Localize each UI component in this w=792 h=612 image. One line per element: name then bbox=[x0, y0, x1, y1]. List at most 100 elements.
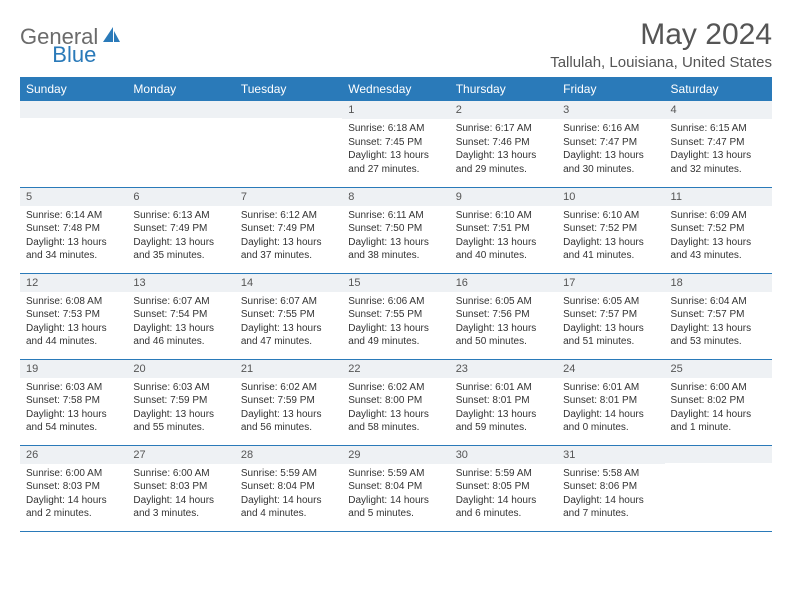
sunrise-text: Sunrise: 6:12 AM bbox=[241, 209, 336, 223]
day-content: Sunrise: 5:59 AMSunset: 8:04 PMDaylight:… bbox=[235, 464, 342, 525]
day-content: Sunrise: 6:14 AMSunset: 7:48 PMDaylight:… bbox=[20, 206, 127, 267]
sunrise-text: Sunrise: 6:03 AM bbox=[133, 381, 228, 395]
day-cell: 8Sunrise: 6:11 AMSunset: 7:50 PMDaylight… bbox=[342, 187, 449, 273]
day-content: Sunrise: 6:11 AMSunset: 7:50 PMDaylight:… bbox=[342, 206, 449, 267]
day-content: Sunrise: 6:16 AMSunset: 7:47 PMDaylight:… bbox=[557, 119, 664, 180]
day-content: Sunrise: 6:01 AMSunset: 8:01 PMDaylight:… bbox=[557, 378, 664, 439]
week-row: 12Sunrise: 6:08 AMSunset: 7:53 PMDayligh… bbox=[20, 273, 772, 359]
dayhead-tuesday: Tuesday bbox=[235, 77, 342, 101]
logo-text-2: Blue bbox=[52, 42, 96, 68]
day-number: 2 bbox=[450, 101, 557, 119]
day-number: 14 bbox=[235, 274, 342, 292]
sunset-text: Sunset: 8:04 PM bbox=[348, 480, 443, 494]
day-cell: 21Sunrise: 6:02 AMSunset: 7:59 PMDayligh… bbox=[235, 359, 342, 445]
sunrise-text: Sunrise: 6:15 AM bbox=[671, 122, 766, 136]
day-number: 15 bbox=[342, 274, 449, 292]
day-cell: 15Sunrise: 6:06 AMSunset: 7:55 PMDayligh… bbox=[342, 273, 449, 359]
daylight-text: Daylight: 13 hours and 43 minutes. bbox=[671, 236, 766, 263]
daylight-text: Daylight: 13 hours and 54 minutes. bbox=[26, 408, 121, 435]
sunset-text: Sunset: 7:48 PM bbox=[26, 222, 121, 236]
daylight-text: Daylight: 14 hours and 0 minutes. bbox=[563, 408, 658, 435]
sunset-text: Sunset: 8:01 PM bbox=[456, 394, 551, 408]
daylight-text: Daylight: 13 hours and 49 minutes. bbox=[348, 322, 443, 349]
sunset-text: Sunset: 7:49 PM bbox=[133, 222, 228, 236]
day-cell: 28Sunrise: 5:59 AMSunset: 8:04 PMDayligh… bbox=[235, 445, 342, 531]
daylight-text: Daylight: 13 hours and 50 minutes. bbox=[456, 322, 551, 349]
day-cell: 16Sunrise: 6:05 AMSunset: 7:56 PMDayligh… bbox=[450, 273, 557, 359]
day-cell: 13Sunrise: 6:07 AMSunset: 7:54 PMDayligh… bbox=[127, 273, 234, 359]
day-content: Sunrise: 6:15 AMSunset: 7:47 PMDaylight:… bbox=[665, 119, 772, 180]
daylight-text: Daylight: 13 hours and 51 minutes. bbox=[563, 322, 658, 349]
sunrise-text: Sunrise: 5:59 AM bbox=[456, 467, 551, 481]
sunset-text: Sunset: 7:59 PM bbox=[133, 394, 228, 408]
day-content: Sunrise: 6:07 AMSunset: 7:55 PMDaylight:… bbox=[235, 292, 342, 353]
daylight-text: Daylight: 13 hours and 47 minutes. bbox=[241, 322, 336, 349]
day-content: Sunrise: 6:07 AMSunset: 7:54 PMDaylight:… bbox=[127, 292, 234, 353]
sunset-text: Sunset: 7:58 PM bbox=[26, 394, 121, 408]
sail-icon bbox=[102, 26, 122, 49]
calendar-table: SundayMondayTuesdayWednesdayThursdayFrid… bbox=[20, 77, 772, 532]
logo: General Blue bbox=[20, 18, 170, 50]
sunset-text: Sunset: 7:52 PM bbox=[563, 222, 658, 236]
day-number: 7 bbox=[235, 188, 342, 206]
day-number: 8 bbox=[342, 188, 449, 206]
day-content: Sunrise: 6:03 AMSunset: 7:59 PMDaylight:… bbox=[127, 378, 234, 439]
day-cell: 31Sunrise: 5:58 AMSunset: 8:06 PMDayligh… bbox=[557, 445, 664, 531]
sunrise-text: Sunrise: 6:00 AM bbox=[671, 381, 766, 395]
sunset-text: Sunset: 7:57 PM bbox=[563, 308, 658, 322]
day-cell: 5Sunrise: 6:14 AMSunset: 7:48 PMDaylight… bbox=[20, 187, 127, 273]
day-content bbox=[665, 463, 772, 523]
sunset-text: Sunset: 7:47 PM bbox=[671, 136, 766, 150]
sunrise-text: Sunrise: 6:02 AM bbox=[241, 381, 336, 395]
day-number: 20 bbox=[127, 360, 234, 378]
sunrise-text: Sunrise: 6:16 AM bbox=[563, 122, 658, 136]
sunset-text: Sunset: 8:05 PM bbox=[456, 480, 551, 494]
day-content: Sunrise: 6:10 AMSunset: 7:52 PMDaylight:… bbox=[557, 206, 664, 267]
day-number: 21 bbox=[235, 360, 342, 378]
day-number: 24 bbox=[557, 360, 664, 378]
sunrise-text: Sunrise: 6:01 AM bbox=[563, 381, 658, 395]
day-cell: 3Sunrise: 6:16 AMSunset: 7:47 PMDaylight… bbox=[557, 101, 664, 187]
day-cell: 18Sunrise: 6:04 AMSunset: 7:57 PMDayligh… bbox=[665, 273, 772, 359]
day-content: Sunrise: 6:00 AMSunset: 8:02 PMDaylight:… bbox=[665, 378, 772, 439]
sunset-text: Sunset: 8:01 PM bbox=[563, 394, 658, 408]
day-number: 26 bbox=[20, 446, 127, 464]
day-content: Sunrise: 6:02 AMSunset: 8:00 PMDaylight:… bbox=[342, 378, 449, 439]
day-cell: 4Sunrise: 6:15 AMSunset: 7:47 PMDaylight… bbox=[665, 101, 772, 187]
day-cell: 1Sunrise: 6:18 AMSunset: 7:45 PMDaylight… bbox=[342, 101, 449, 187]
sunrise-text: Sunrise: 5:59 AM bbox=[241, 467, 336, 481]
sunset-text: Sunset: 8:04 PM bbox=[241, 480, 336, 494]
day-content: Sunrise: 6:08 AMSunset: 7:53 PMDaylight:… bbox=[20, 292, 127, 353]
daylight-text: Daylight: 13 hours and 38 minutes. bbox=[348, 236, 443, 263]
dayhead-saturday: Saturday bbox=[665, 77, 772, 101]
title-block: May 2024 Tallulah, Louisiana, United Sta… bbox=[550, 18, 772, 71]
day-number: 13 bbox=[127, 274, 234, 292]
sunrise-text: Sunrise: 6:05 AM bbox=[563, 295, 658, 309]
day-cell: 30Sunrise: 5:59 AMSunset: 8:05 PMDayligh… bbox=[450, 445, 557, 531]
day-cell: 24Sunrise: 6:01 AMSunset: 8:01 PMDayligh… bbox=[557, 359, 664, 445]
day-number bbox=[20, 101, 127, 118]
sunset-text: Sunset: 8:00 PM bbox=[348, 394, 443, 408]
sunset-text: Sunset: 8:03 PM bbox=[133, 480, 228, 494]
day-content bbox=[127, 118, 234, 178]
sunset-text: Sunset: 7:46 PM bbox=[456, 136, 551, 150]
sunrise-text: Sunrise: 6:10 AM bbox=[456, 209, 551, 223]
day-cell: 2Sunrise: 6:17 AMSunset: 7:46 PMDaylight… bbox=[450, 101, 557, 187]
day-cell: 12Sunrise: 6:08 AMSunset: 7:53 PMDayligh… bbox=[20, 273, 127, 359]
day-content: Sunrise: 6:03 AMSunset: 7:58 PMDaylight:… bbox=[20, 378, 127, 439]
daylight-text: Daylight: 13 hours and 29 minutes. bbox=[456, 149, 551, 176]
day-number: 31 bbox=[557, 446, 664, 464]
day-content: Sunrise: 6:02 AMSunset: 7:59 PMDaylight:… bbox=[235, 378, 342, 439]
day-cell: 23Sunrise: 6:01 AMSunset: 8:01 PMDayligh… bbox=[450, 359, 557, 445]
sunset-text: Sunset: 7:57 PM bbox=[671, 308, 766, 322]
daylight-text: Daylight: 13 hours and 27 minutes. bbox=[348, 149, 443, 176]
day-number: 9 bbox=[450, 188, 557, 206]
day-cell: 7Sunrise: 6:12 AMSunset: 7:49 PMDaylight… bbox=[235, 187, 342, 273]
sunset-text: Sunset: 7:47 PM bbox=[563, 136, 658, 150]
dayhead-friday: Friday bbox=[557, 77, 664, 101]
day-number: 11 bbox=[665, 188, 772, 206]
daylight-text: Daylight: 13 hours and 40 minutes. bbox=[456, 236, 551, 263]
day-cell: 10Sunrise: 6:10 AMSunset: 7:52 PMDayligh… bbox=[557, 187, 664, 273]
sunrise-text: Sunrise: 6:06 AM bbox=[348, 295, 443, 309]
sunrise-text: Sunrise: 6:05 AM bbox=[456, 295, 551, 309]
